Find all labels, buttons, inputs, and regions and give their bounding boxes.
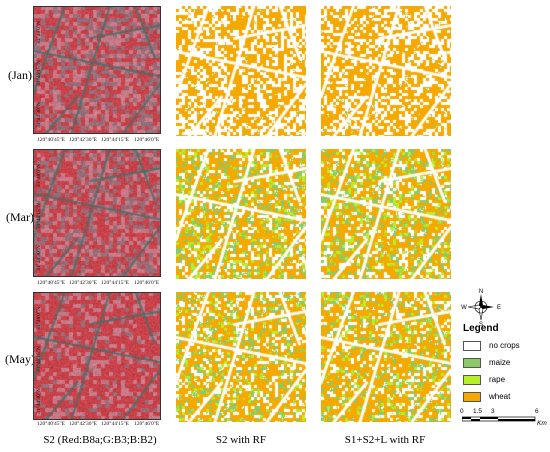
lon-label: 120°46'0"E xyxy=(134,280,160,286)
compass-w-label: W xyxy=(461,305,467,311)
lon-label: 120°40'45"E xyxy=(37,280,66,286)
lat-label: 31°46'15"N xyxy=(36,203,42,229)
scale-unit: Km xyxy=(537,420,547,427)
legend-swatch-rape xyxy=(463,374,481,385)
lat-label: 31°48'0"N xyxy=(36,163,42,187)
lat-label: 31°48'0"N xyxy=(36,20,42,44)
scale-tick-label: 0 xyxy=(460,408,464,415)
lat-label: 31°44'30"N xyxy=(36,245,42,271)
scale-tick-label: 1.5 xyxy=(473,408,483,415)
column-title-s1s2l-rf: S1+S2+L with RF xyxy=(344,434,426,446)
lon-label: 120°44'15"E xyxy=(101,421,130,427)
lon-label: 120°42'30"E xyxy=(69,137,98,143)
lon-label: 120°42'30"E xyxy=(69,280,98,286)
column-title-s2-composite: S2 (Red:B8a;G:B3;B:B2) xyxy=(43,434,157,446)
scale-tick-label: 6 xyxy=(535,408,539,415)
lat-label: 31°44'30"N xyxy=(36,102,42,128)
lon-label: 120°44'15"E xyxy=(101,280,130,286)
classification-map-s2-rf-jan xyxy=(176,6,306,136)
legend-title: Legend xyxy=(463,323,499,334)
classification-map-s2-rf-may xyxy=(176,292,306,422)
lat-label: 31°48'0"N xyxy=(36,306,42,330)
lon-label: 120°46'0"E xyxy=(134,137,160,143)
legend-item-maize: maize xyxy=(463,357,510,368)
satellite-image-jan xyxy=(33,6,161,134)
scale-bar xyxy=(462,416,536,422)
legend-label: wheat xyxy=(489,392,511,401)
lat-label: 31°44'30"N xyxy=(36,388,42,414)
compass-e-label: E xyxy=(497,305,501,311)
lon-label: 120°42'30"E xyxy=(69,421,98,427)
lat-label: 31°46'15"N xyxy=(36,60,42,86)
row-label-may: (May) xyxy=(5,352,35,366)
compass-rose-icon: N S E W xyxy=(461,289,501,327)
lon-label: 120°40'45"E xyxy=(37,421,66,427)
legend-swatch-wheat xyxy=(463,391,481,402)
legend-label: no crops xyxy=(489,341,520,350)
legend-item-rape: rape xyxy=(463,374,505,385)
compass-s-label: S xyxy=(479,322,483,327)
satellite-image-mar xyxy=(33,149,161,277)
classification-map-s2-rf-mar xyxy=(176,149,306,279)
column-title-s2-rf: S2 with RF xyxy=(215,434,267,446)
legend-item-wheat: wheat xyxy=(463,391,510,402)
scale-tick-label: 3 xyxy=(491,408,495,415)
classification-map-s1s2l-rf-jan xyxy=(321,6,451,136)
row-label-jan: (Jan) xyxy=(8,68,32,82)
lon-label: 120°46'0"E xyxy=(134,421,160,427)
legend-label: rape xyxy=(489,375,506,384)
lat-label: 31°46'15"N xyxy=(36,346,42,372)
legend-swatch-no-crops xyxy=(463,340,481,351)
legend-label: maize xyxy=(489,358,511,367)
legend-swatch-maize xyxy=(463,357,481,368)
classification-map-s1s2l-rf-may xyxy=(321,292,451,422)
classification-map-s1s2l-rf-mar xyxy=(321,149,451,279)
lon-label: 120°44'15"E xyxy=(101,137,130,143)
lon-label: 120°40'45"E xyxy=(37,137,66,143)
compass-n-label: N xyxy=(479,289,483,295)
legend-item-no-crops: no crops xyxy=(463,340,520,351)
satellite-image-may xyxy=(33,292,161,420)
row-label-mar: (Mar) xyxy=(6,210,34,224)
